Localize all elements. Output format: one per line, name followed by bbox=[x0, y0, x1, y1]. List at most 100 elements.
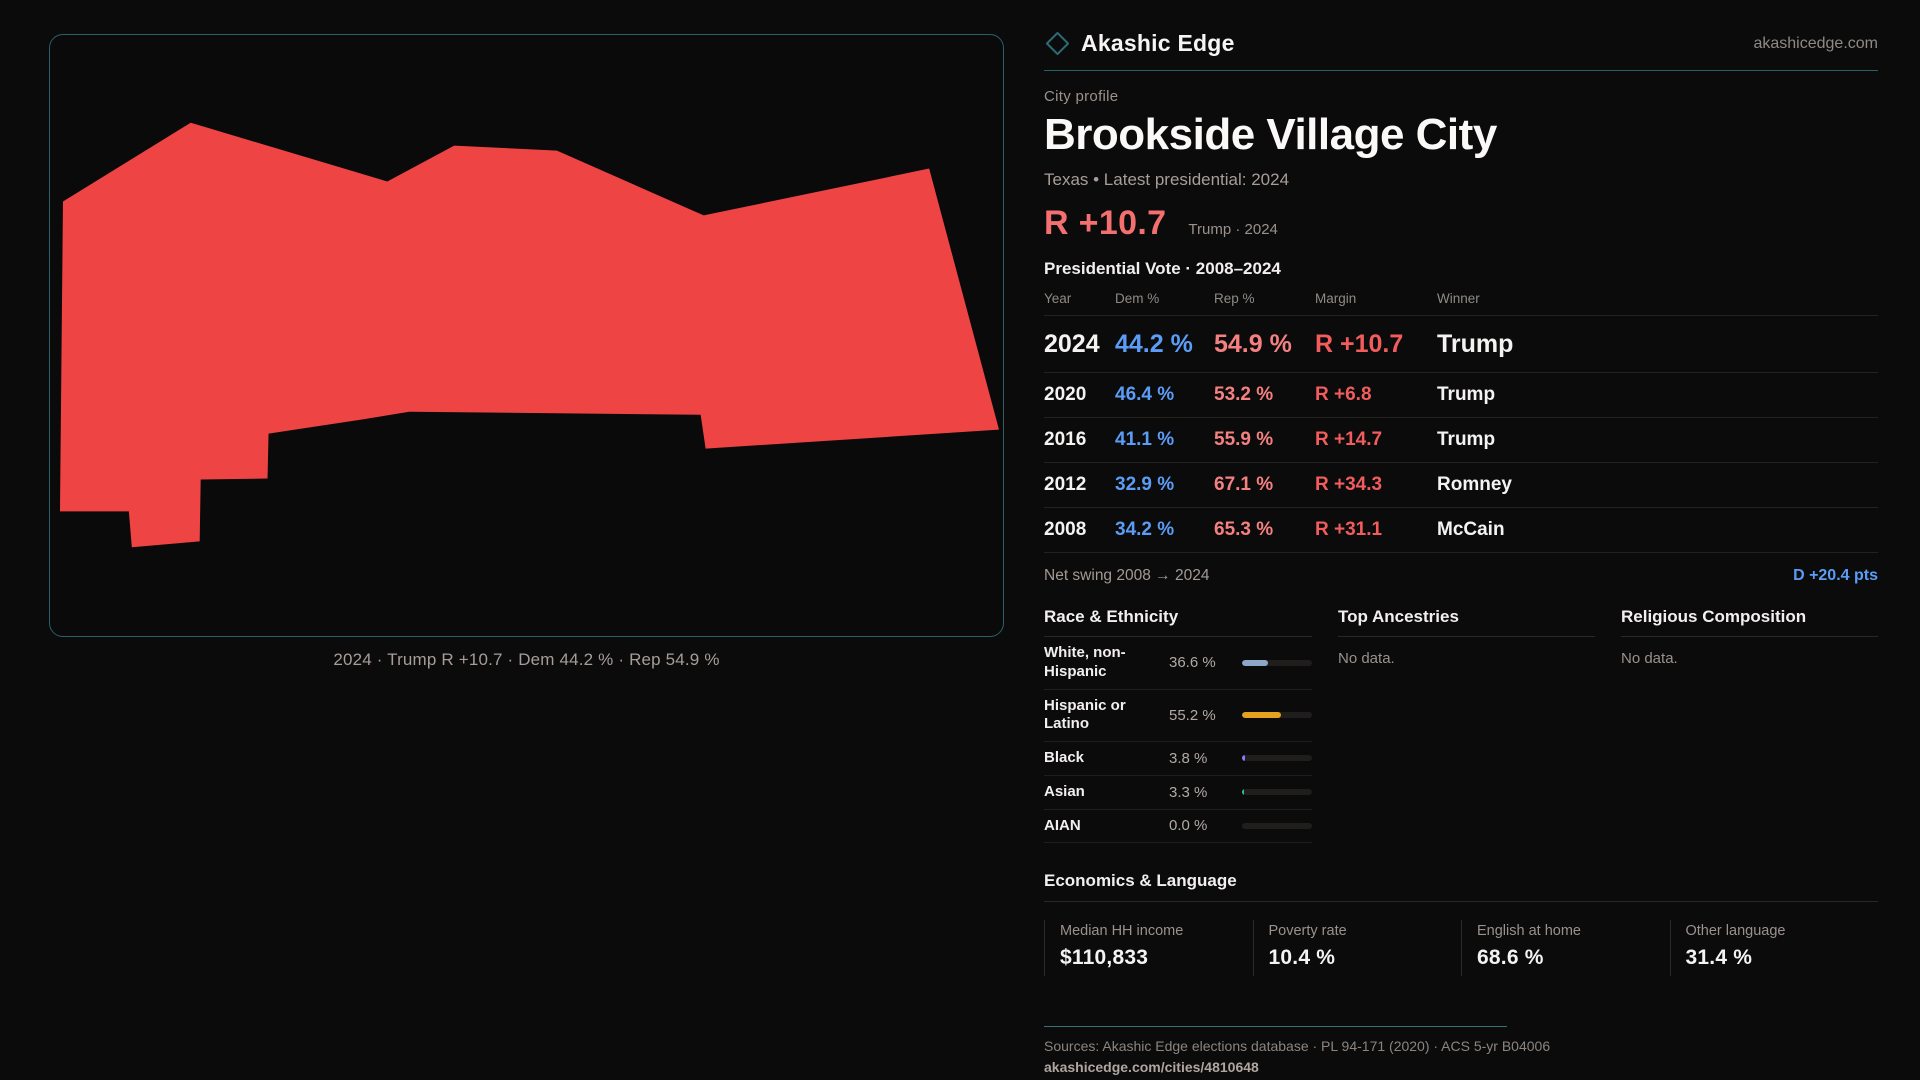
brand[interactable]: Akashic Edge bbox=[1044, 30, 1235, 57]
site-header: Akashic Edge akashicedge.com bbox=[1044, 30, 1878, 57]
page-title: Brookside Village City bbox=[1044, 110, 1497, 159]
margin-value: R +10.7 bbox=[1044, 204, 1167, 242]
race-label: Black bbox=[1044, 749, 1085, 766]
race-value: 55.2 % bbox=[1169, 706, 1216, 724]
cell-rep: 65.3 % bbox=[1214, 519, 1274, 540]
header-divider bbox=[1044, 70, 1878, 71]
race-row: AIAN 0.0 % bbox=[1044, 810, 1312, 844]
ancestries-empty-state: No data. bbox=[1338, 650, 1395, 667]
footer: Sources: Akashic Edge elections database… bbox=[1044, 1026, 1878, 1075]
page-kicker: City profile bbox=[1044, 88, 1119, 105]
brand-name: Akashic Edge bbox=[1081, 30, 1235, 56]
cell-year: 2024 bbox=[1044, 330, 1100, 358]
cell-winner: Romney bbox=[1437, 474, 1512, 495]
cell-margin: R +6.8 bbox=[1315, 384, 1372, 405]
vote-table: Year Dem % Rep % Margin Winner 2024 44.2… bbox=[1044, 291, 1878, 553]
cell-winner: Trump bbox=[1437, 330, 1514, 358]
col-dem: Dem % bbox=[1115, 291, 1160, 306]
cell-margin: R +14.7 bbox=[1315, 429, 1383, 450]
cell-rep: 55.9 % bbox=[1214, 429, 1274, 450]
race-label: AIAN bbox=[1044, 816, 1081, 834]
race-section: Race & Ethnicity White, non-Hispanic 36.… bbox=[1044, 607, 1312, 844]
race-row: Black 3.8 % bbox=[1044, 742, 1312, 776]
latest-margin: R +10.7 Trump · 2024 bbox=[1044, 204, 1878, 243]
page-subtitle: Texas • Latest presidential: 2024 bbox=[1044, 170, 1290, 189]
sources-line: Sources: Akashic Edge elections database… bbox=[1044, 1038, 1551, 1055]
race-bar-track bbox=[1242, 755, 1312, 762]
cell-rep: 53.2 % bbox=[1214, 384, 1274, 405]
city-map bbox=[59, 122, 1000, 548]
margin-note: Trump · 2024 bbox=[1188, 221, 1278, 238]
stat-value: 10.4 % bbox=[1268, 946, 1336, 970]
race-value: 3.3 % bbox=[1169, 783, 1208, 801]
table-row: 2016 41.1 % 55.9 % R +14.7 Trump bbox=[1044, 418, 1878, 463]
race-section-title: Race & Ethnicity bbox=[1044, 607, 1179, 626]
net-swing-value: D +20.4 pts bbox=[1793, 567, 1878, 584]
ancestries-section-title: Top Ancestries bbox=[1338, 607, 1459, 626]
stat-value: 68.6 % bbox=[1477, 946, 1544, 970]
city-map-panel bbox=[49, 34, 1004, 637]
section-divider bbox=[1338, 636, 1595, 637]
stat-card: Other language 31.4 % bbox=[1669, 920, 1879, 977]
cell-margin: R +10.7 bbox=[1315, 330, 1404, 358]
race-value: 3.8 % bbox=[1169, 749, 1208, 767]
table-row: 2012 32.9 % 67.1 % R +34.3 Romney bbox=[1044, 463, 1878, 508]
map-caption: 2024 · Trump R +10.7 · Dem 44.2 % · Rep … bbox=[333, 650, 720, 669]
vote-table-header: Year Dem % Rep % Margin Winner bbox=[1044, 291, 1878, 316]
race-bar-fill bbox=[1242, 659, 1268, 666]
cell-dem: 46.4 % bbox=[1115, 384, 1175, 405]
religion-section: Religious Composition No data. bbox=[1621, 607, 1878, 843]
race-row: White, non-Hispanic 36.6 % bbox=[1044, 637, 1312, 690]
cell-dem: 44.2 % bbox=[1115, 330, 1193, 358]
cell-dem: 34.2 % bbox=[1115, 519, 1175, 540]
race-bar-fill bbox=[1242, 789, 1245, 796]
stat-card: Median HH income $110,833 bbox=[1044, 920, 1253, 977]
race-row: Hispanic or Latino 55.2 % bbox=[1044, 690, 1312, 742]
stat-label: English at home bbox=[1477, 923, 1581, 940]
cell-margin: R +31.1 bbox=[1315, 519, 1383, 540]
city-boundary-shape bbox=[59, 122, 1000, 548]
race-bar-track bbox=[1242, 822, 1312, 829]
net-swing-row: Net swing 2008 → 2024 D +20.4 pts bbox=[1044, 567, 1878, 585]
section-divider bbox=[1044, 901, 1878, 903]
section-divider bbox=[1044, 636, 1312, 637]
stat-value: 31.4 % bbox=[1685, 946, 1753, 970]
demographics-columns: Race & Ethnicity White, non-Hispanic 36.… bbox=[1044, 607, 1878, 844]
race-value: 36.6 % bbox=[1169, 654, 1216, 672]
cell-winner: Trump bbox=[1437, 429, 1496, 450]
table-row: 2024 44.2 % 54.9 % R +10.7 Trump bbox=[1044, 316, 1878, 373]
stat-card: English at home 68.6 % bbox=[1461, 920, 1670, 977]
site-domain-link[interactable]: akashicedge.com bbox=[1753, 34, 1878, 52]
stat-label: Other language bbox=[1685, 923, 1786, 940]
religion-empty-state: No data. bbox=[1621, 650, 1678, 667]
citation-url-link[interactable]: akashicedge.com/cities/4810648 bbox=[1044, 1059, 1259, 1076]
cell-margin: R +34.3 bbox=[1315, 474, 1383, 495]
race-label: Hispanic or Latino bbox=[1044, 696, 1126, 733]
race-bar-track bbox=[1242, 789, 1312, 796]
race-label: White, non-Hispanic bbox=[1044, 644, 1126, 680]
race-value: 0.0 % bbox=[1169, 817, 1208, 835]
race-bar-track bbox=[1242, 659, 1312, 666]
footer-divider bbox=[1044, 1026, 1507, 1028]
section-divider bbox=[1621, 636, 1878, 637]
net-swing-label: Net swing 2008 → 2024 bbox=[1044, 567, 1210, 584]
race-bar-track bbox=[1242, 712, 1312, 719]
col-winner: Winner bbox=[1437, 291, 1480, 306]
economics-stats: Median HH income $110,833 Poverty rate 1… bbox=[1044, 920, 1879, 977]
cell-year: 2012 bbox=[1044, 474, 1087, 495]
race-label: Asian bbox=[1044, 782, 1085, 800]
profile-pane: Akashic Edge akashicedge.com City profil… bbox=[1044, 30, 1878, 1075]
cell-winner: McCain bbox=[1437, 519, 1505, 540]
diamond-logo-icon bbox=[1044, 30, 1071, 57]
table-row: 2008 34.2 % 65.3 % R +31.1 McCain bbox=[1044, 508, 1878, 553]
race-bar-fill bbox=[1242, 712, 1281, 719]
cell-year: 2008 bbox=[1044, 519, 1087, 540]
stat-label: Poverty rate bbox=[1268, 923, 1347, 940]
cell-dem: 41.1 % bbox=[1115, 429, 1175, 450]
cell-rep: 67.1 % bbox=[1214, 474, 1274, 495]
table-row: 2020 46.4 % 53.2 % R +6.8 Trump bbox=[1044, 373, 1878, 418]
cell-winner: Trump bbox=[1437, 384, 1496, 405]
stat-label: Median HH income bbox=[1060, 923, 1184, 940]
cell-year: 2016 bbox=[1044, 429, 1087, 450]
col-rep: Rep % bbox=[1214, 291, 1255, 306]
